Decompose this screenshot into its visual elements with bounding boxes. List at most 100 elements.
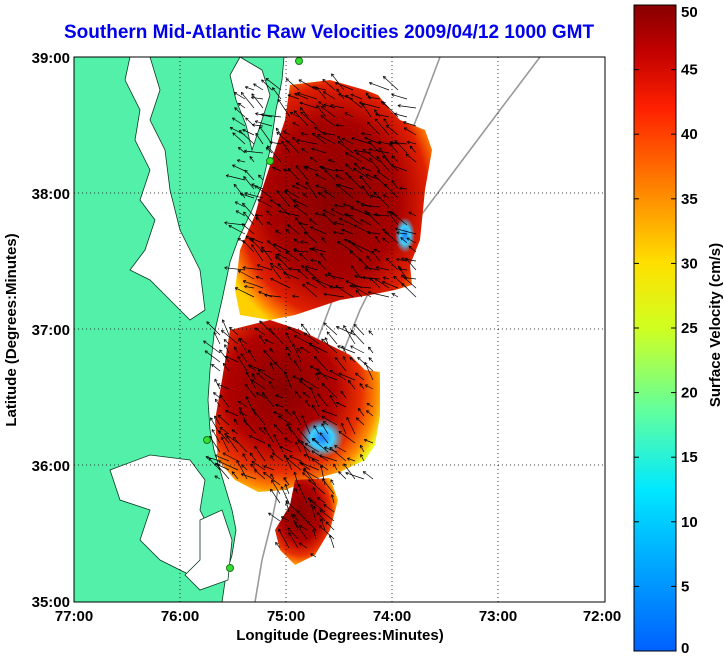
current-vector-head: [275, 403, 279, 405]
current-vector-head: [368, 346, 372, 349]
current-vector: [292, 343, 302, 363]
current-vector-head: [251, 461, 254, 464]
current-vector-head: [275, 256, 277, 260]
current-vector: [288, 532, 299, 549]
current-vector-head: [296, 428, 299, 432]
current-vector: [321, 383, 338, 399]
current-vector-head: [323, 504, 326, 508]
current-vector-head: [293, 513, 297, 516]
current-vector-head: [288, 532, 292, 535]
current-vector-head: [248, 435, 251, 439]
current-vector-head: [322, 213, 325, 217]
colorbar-tick-label: 30: [681, 255, 698, 272]
current-vector-head: [301, 323, 305, 326]
plot-frame: [73, 56, 606, 603]
current-vector-head: [336, 326, 339, 330]
current-vector-head: [224, 221, 228, 224]
current-vector-head: [211, 429, 215, 432]
current-vector-head: [315, 86, 319, 89]
current-vector: [302, 193, 309, 199]
current-vector-head: [232, 164, 235, 168]
current-vector: [345, 213, 363, 226]
current-vector-head: [298, 483, 302, 487]
y-tick-label: 36:00: [32, 458, 70, 475]
current-vector: [354, 150, 372, 154]
current-vector: [365, 173, 381, 181]
current-vector-head: [292, 410, 296, 414]
current-vector-head: [353, 150, 357, 153]
current-vector: [263, 472, 281, 486]
current-vector: [251, 96, 264, 100]
current-vector-head: [324, 169, 328, 172]
radar-station: [226, 564, 234, 572]
current-vector: [366, 255, 372, 262]
current-vector-head: [323, 190, 326, 194]
current-vector-head: [364, 266, 368, 268]
current-vector-head: [380, 101, 383, 105]
current-vector-head: [364, 384, 368, 388]
current-vector: [248, 364, 266, 372]
current-vector-head: [295, 165, 299, 167]
current-vector-head: [393, 275, 397, 278]
current-vector-head: [306, 520, 310, 523]
current-vector-head: [316, 512, 320, 514]
current-vector-head: [303, 467, 307, 470]
current-vector: [330, 208, 345, 217]
current-vector-head: [345, 172, 347, 176]
current-vector: [303, 332, 320, 345]
current-vector-head: [248, 349, 252, 352]
current-vector: [348, 240, 363, 253]
current-vector-head: [322, 79, 326, 81]
colorbar-tick-label: 20: [681, 385, 698, 402]
current-vector-head: [328, 272, 332, 274]
current-vector-head: [213, 392, 217, 394]
current-vector-head: [234, 201, 238, 205]
current-vector-head: [323, 322, 327, 324]
current-vector-head: [204, 350, 207, 354]
current-vector-head: [214, 415, 218, 418]
current-vector-head: [255, 214, 258, 218]
current-vector: [360, 204, 381, 208]
current-vector-head: [297, 439, 299, 443]
current-vector: [356, 152, 372, 163]
current-vector-head: [319, 509, 323, 511]
current-vector-head: [354, 162, 358, 165]
current-vector-head: [252, 123, 256, 126]
current-vector-head: [362, 148, 366, 150]
current-vector: [277, 203, 291, 217]
current-vector-head: [376, 156, 380, 158]
current-vector-head: [309, 343, 312, 347]
current-vector-head: [345, 163, 349, 166]
current-vector-head: [320, 115, 323, 119]
current-vector-head: [251, 183, 254, 187]
current-vector-head: [338, 93, 341, 97]
current-vector-head: [312, 132, 316, 135]
current-vector: [353, 168, 372, 181]
x-tick-label: 76:00: [161, 608, 199, 625]
current-vector-head: [252, 408, 254, 412]
current-vector-head: [277, 203, 280, 208]
current-vector: [233, 418, 239, 426]
current-vector-head: [366, 230, 370, 233]
current-vector-head: [296, 138, 300, 141]
current-vector: [322, 79, 336, 91]
current-vector-head: [378, 147, 382, 150]
current-vector-head: [311, 438, 316, 440]
current-vector: [273, 411, 284, 417]
current-vector-head: [264, 293, 268, 296]
current-vector: [217, 464, 230, 471]
current-vector-head: [318, 101, 322, 103]
current-vector: [362, 471, 374, 480]
current-vector-head: [320, 518, 322, 522]
current-vector-head: [275, 394, 278, 398]
current-vector: [260, 250, 273, 253]
current-vector-head: [345, 152, 348, 156]
current-vector: [275, 254, 291, 271]
current-vector-head: [291, 513, 294, 516]
current-vector-head: [383, 101, 386, 104]
current-vector-head: [307, 497, 310, 501]
current-vector: [313, 425, 320, 435]
current-vector-head: [322, 79, 325, 83]
current-vector: [288, 268, 300, 271]
current-vector: [277, 263, 291, 280]
